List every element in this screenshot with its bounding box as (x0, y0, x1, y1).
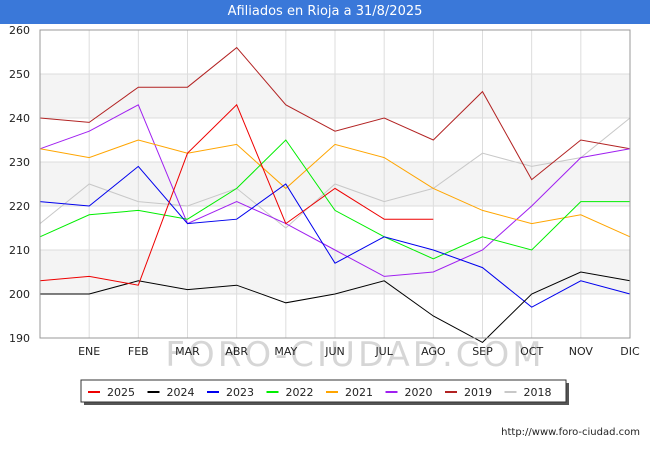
x-tick-label: FEB (128, 345, 149, 358)
legend-label-2023: 2023 (226, 386, 254, 399)
legend-label-2024: 2024 (167, 386, 195, 399)
series-line-2025 (39, 103, 434, 286)
plot-frame (39, 29, 631, 339)
series-line-2023 (39, 165, 631, 308)
x-tick-label: NOV (569, 345, 594, 358)
legend-label-2018: 2018 (524, 386, 552, 399)
y-tick-label: 200 (9, 288, 30, 301)
y-tick-label: 250 (9, 68, 30, 81)
series-line-2024 (40, 271, 631, 344)
x-tick-label: ABR (225, 345, 248, 358)
x-tick-label: AGO (421, 345, 446, 358)
x-tick-label: ENE (78, 345, 100, 358)
legend: 2025 2024 2023 2022 2021 2020 2019 2018 (80, 379, 569, 405)
x-tick-label: JUL (374, 345, 393, 358)
chart-title: Afiliados en Rioja a 31/8/2025 (0, 0, 650, 24)
legend-label-2021: 2021 (345, 386, 373, 399)
legend-label-2025: 2025 (107, 386, 135, 399)
x-tick-label: OCT (520, 345, 543, 358)
y-tick-label: 220 (9, 200, 30, 213)
x-tick-label: JUN (324, 345, 345, 358)
y-tick-label: 260 (9, 24, 30, 37)
y-tick-label: 230 (9, 156, 30, 169)
watermark: FORO-CIUDAD.COM (165, 335, 544, 375)
y-tick-label: 210 (9, 244, 30, 257)
legend-label-2022: 2022 (286, 386, 314, 399)
x-tick-label: SEP (472, 345, 493, 358)
x-tick-label: MAR (175, 345, 200, 358)
series-lines (39, 46, 631, 344)
x-tick-label: DIC (620, 345, 640, 358)
series-line-2020 (39, 104, 631, 277)
y-tick-label: 190 (9, 332, 30, 345)
series-line-2019 (39, 46, 631, 181)
series-line-2021 (39, 139, 631, 238)
legend-box (80, 379, 567, 403)
axes: 190 200 210 220 230 240 250 260 ENE FEB MAR ABR MAY J… (9, 24, 640, 358)
series-line-2018 (39, 117, 631, 229)
series-line-2022 (39, 139, 630, 260)
legend-label-2019: 2019 (464, 386, 492, 399)
footer-url: http://www.foro-ciudad.com (501, 427, 640, 438)
x-tick-label: MAY (274, 345, 297, 358)
y-tick-label: 240 (9, 112, 30, 125)
legend-label-2020: 2020 (405, 386, 433, 399)
